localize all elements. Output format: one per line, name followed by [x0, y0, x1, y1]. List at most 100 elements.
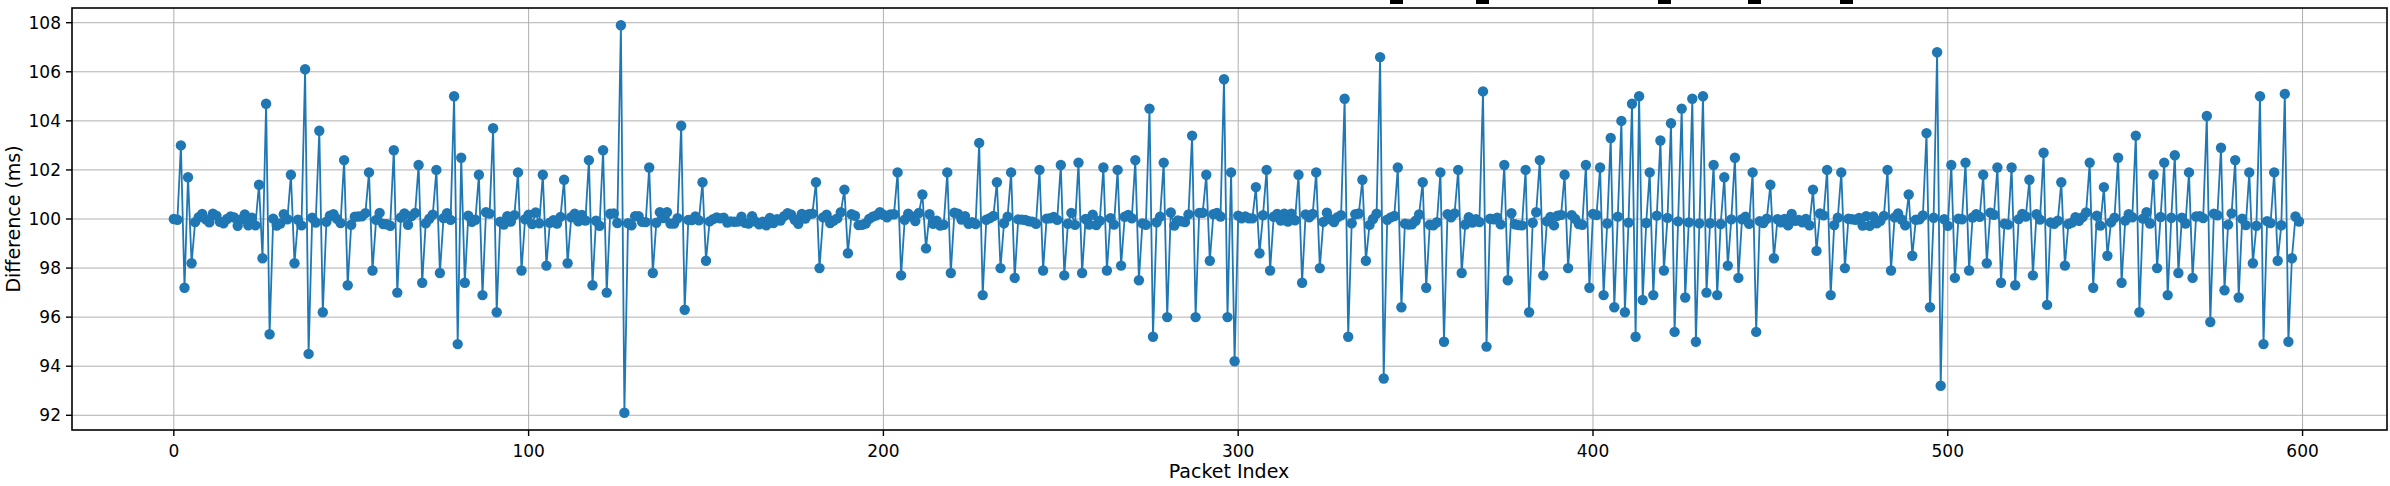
- data-point: [1155, 211, 1165, 221]
- data-point: [1673, 216, 1683, 226]
- data-point: [1496, 219, 1506, 229]
- data-point: [1031, 219, 1041, 229]
- data-point: [1680, 292, 1690, 302]
- data-point: [942, 167, 952, 177]
- data-point: [836, 207, 846, 217]
- data-point: [1634, 91, 1644, 101]
- data-point: [1144, 103, 1154, 113]
- data-point: [602, 287, 612, 297]
- y-tick-label: 100: [29, 209, 61, 229]
- data-point: [1361, 256, 1371, 266]
- data-point: [410, 208, 420, 218]
- data-point: [1336, 210, 1346, 220]
- data-point: [1975, 212, 1985, 222]
- data-point: [1669, 327, 1679, 337]
- data-point: [1712, 290, 1722, 300]
- data-point: [1822, 165, 1832, 175]
- data-point: [1925, 302, 1935, 312]
- data-point: [1723, 260, 1733, 270]
- data-point: [1481, 341, 1491, 351]
- data-point: [612, 218, 622, 228]
- data-point: [1701, 287, 1711, 297]
- data-point: [1666, 118, 1676, 128]
- data-point: [1996, 278, 2006, 288]
- data-point: [1002, 212, 1012, 222]
- data-point: [584, 155, 594, 165]
- data-point: [619, 408, 629, 418]
- data-point: [360, 208, 370, 218]
- data-point: [680, 305, 690, 315]
- data-point: [453, 339, 463, 349]
- data-point: [1989, 210, 1999, 220]
- data-point: [477, 290, 487, 300]
- data-point: [1226, 167, 1236, 177]
- data-point: [1219, 74, 1229, 84]
- data-point: [1354, 208, 1364, 218]
- data-point: [456, 153, 466, 163]
- y-tick-label: 96: [39, 307, 61, 327]
- data-point: [1506, 208, 1516, 218]
- data-point: [2131, 130, 2141, 140]
- data-point: [1936, 381, 1946, 391]
- data-point: [2038, 148, 2048, 158]
- data-point: [1659, 265, 1669, 275]
- data-point: [1538, 270, 1548, 280]
- data-point: [2251, 221, 2261, 231]
- data-point: [1265, 265, 1275, 275]
- data-point: [988, 211, 998, 221]
- data-point: [1379, 373, 1389, 383]
- data-point: [1833, 213, 1843, 223]
- data-point: [2028, 270, 2038, 280]
- data-point: [1247, 213, 1257, 223]
- data-point: [1563, 263, 1573, 273]
- data-point: [541, 260, 551, 270]
- data-point: [1066, 208, 1076, 218]
- data-point: [1503, 275, 1513, 285]
- data-point: [1393, 162, 1403, 172]
- data-point: [2003, 219, 2013, 229]
- data-point: [2145, 218, 2155, 228]
- data-point: [2234, 292, 2244, 302]
- data-point: [343, 280, 353, 290]
- data-point: [974, 138, 984, 148]
- data-point: [339, 155, 349, 165]
- data-point: [311, 217, 321, 227]
- data-point: [1187, 130, 1197, 140]
- data-point: [1960, 157, 1970, 167]
- data-point: [261, 99, 271, 109]
- data-point: [1077, 268, 1087, 278]
- data-point: [2166, 213, 2176, 223]
- data-point: [1957, 214, 1967, 224]
- data-point: [1751, 327, 1761, 337]
- data-point: [2085, 157, 2095, 167]
- x-tick-label: 500: [1932, 441, 1964, 461]
- data-point: [917, 189, 927, 199]
- data-point: [1439, 337, 1449, 347]
- data-point: [389, 145, 399, 155]
- data-point: [701, 256, 711, 266]
- data-point: [1414, 209, 1424, 219]
- data-point: [1921, 128, 1931, 138]
- data-point: [1127, 213, 1137, 223]
- data-point: [2230, 155, 2240, 165]
- data-point: [2024, 175, 2034, 185]
- data-point: [2081, 207, 2091, 217]
- data-point: [534, 218, 544, 228]
- data-point: [1311, 167, 1321, 177]
- data-point: [2241, 220, 2251, 230]
- data-point: [1215, 211, 1225, 221]
- data-point: [1261, 165, 1271, 175]
- data-point: [1474, 217, 1484, 227]
- data-point: [1258, 210, 1268, 220]
- data-point: [1602, 218, 1612, 228]
- data-point: [2273, 256, 2283, 266]
- data-point: [2219, 285, 2229, 295]
- data-point: [2035, 214, 2045, 224]
- data-point: [1606, 133, 1616, 143]
- data-point: [676, 121, 686, 131]
- data-point: [1609, 302, 1619, 312]
- data-point: [289, 258, 299, 268]
- data-point: [1687, 94, 1697, 104]
- data-point: [1762, 214, 1772, 224]
- data-point: [1556, 210, 1566, 220]
